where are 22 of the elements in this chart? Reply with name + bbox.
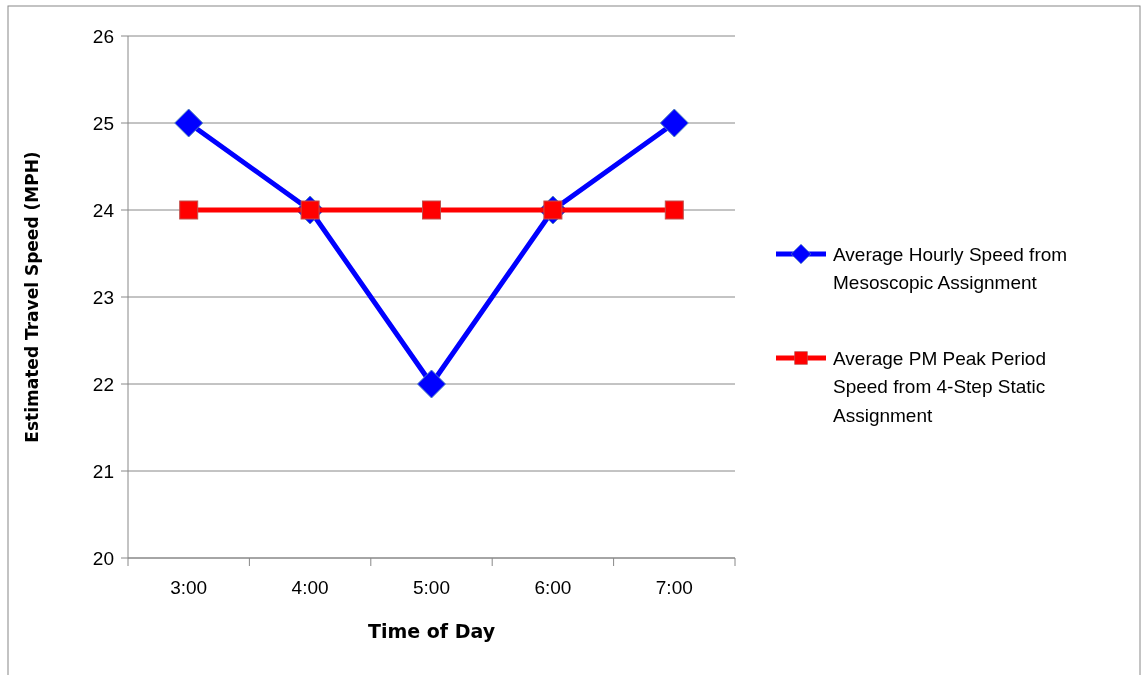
point (417, 369, 446, 399)
legend-label: Average Hourly Speed from Mesoscopic Assignment (833, 243, 1068, 294)
point (179, 200, 199, 220)
y-axis-title: Estimated Travel Speed (MPH) (22, 151, 42, 443)
point (422, 200, 441, 220)
y-tick-label: 26 (92, 25, 114, 47)
point (174, 108, 204, 138)
x-tick-label: 6:00 (534, 577, 572, 598)
point (664, 200, 684, 220)
y-tick-label: 21 (92, 460, 114, 482)
y-tick-label: 23 (92, 286, 114, 308)
y-tick-label: 25 (92, 112, 114, 134)
x-tick-label: 7:00 (655, 577, 693, 598)
y-tick-label: 22 (92, 373, 114, 395)
x-tick-label: 5:00 (413, 577, 450, 598)
y-tick-label: 20 (92, 547, 114, 569)
y-tick-label: 24 (92, 199, 115, 221)
x-tick-label: 4:00 (291, 577, 329, 598)
x-axis-title: Time of Day (367, 620, 496, 642)
legend-label: Average PM Peak Period Speed from 4-Step Static Assignment (833, 347, 1046, 426)
point (659, 108, 689, 138)
x-tick-label: 3:00 (170, 577, 208, 598)
